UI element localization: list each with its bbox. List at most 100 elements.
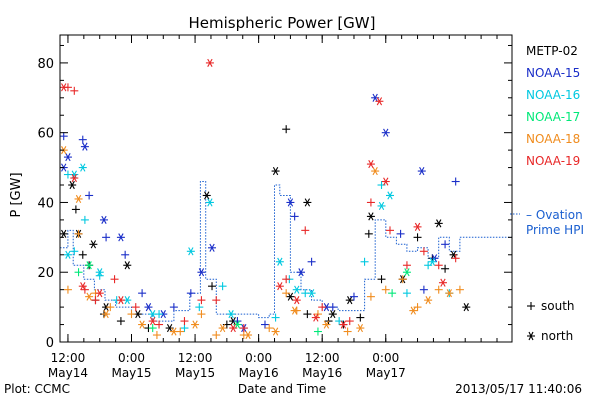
south-point [208,282,217,291]
north-point [366,160,375,169]
south-point [318,303,327,312]
north-point [303,198,312,207]
south-point [307,257,316,266]
north-point [68,180,77,190]
south-point [313,327,322,336]
north-point [307,289,316,298]
south-point [71,205,80,214]
legend: METP-02 NOAA-15 NOAA-16 NOAA-17 NOAA-18 NOAA-… [510,44,584,343]
south-point [106,303,115,312]
south-point [388,289,397,298]
north-point [381,128,390,137]
south-point [212,296,221,305]
south-point [343,327,352,336]
south-point [260,320,269,329]
south-point [85,191,94,200]
south-point [212,331,221,340]
south-point [366,198,375,207]
scatter-points [59,58,471,340]
north-point [89,240,98,249]
north-point [85,292,94,301]
south-point [441,264,450,273]
north-point [292,296,301,305]
south-point [455,285,464,294]
x-tick-label-time: 0:00 [118,351,145,365]
north-point [95,289,104,298]
south-point [110,275,119,284]
south-point [301,226,310,235]
south-point [364,229,373,238]
south-point [152,331,161,340]
x-axis-label: Date and Time [238,382,326,396]
y-tick-label: 80 [37,57,54,72]
x-tick-label-time: 12:00 [178,351,213,365]
south-point [116,317,125,326]
y-tick-label: 60 [37,127,54,142]
south-point [265,324,274,333]
north-point [311,313,320,322]
south-point [127,310,136,319]
legend-entry: NOAA-19 [526,154,580,168]
north-point [413,222,422,231]
x-tick-label-time: 12:00 [305,351,340,365]
north-point [85,261,94,270]
south-point [70,86,79,95]
south-point [271,313,280,322]
north-point [197,268,206,277]
south-point [441,240,450,249]
x-axis: 12:00May140:00May1512:00May150:00May1612… [48,35,498,380]
north-point [169,327,178,336]
marker-legend-entry: north [527,329,573,343]
north-point [218,323,227,333]
legend-ovation-line1: – Ovation [526,208,583,222]
north-point [191,320,200,329]
north-point [292,285,301,294]
north-point [102,310,111,319]
north-point [328,310,337,319]
south-point [451,177,460,186]
y-axis-label: P [GW] [9,172,24,217]
south-point [402,261,411,270]
north-point [275,282,284,291]
north-point [78,282,87,291]
north-point [290,306,299,315]
north-point [74,194,83,204]
north-point [148,310,157,319]
south-point [349,292,358,301]
south-point [396,229,405,238]
north-point [375,97,384,106]
south-point [402,289,411,298]
south-point [91,296,100,305]
south-point [80,215,89,224]
marker-legend-label: north [541,329,573,343]
y-tick-label: 0 [46,336,54,351]
south-point [282,289,291,298]
north-point [286,198,295,207]
north-point [275,257,284,266]
x-tick-label-date: May17 [366,366,406,380]
north-point [148,316,157,326]
south-point [360,257,369,266]
legend-entry: NOAA-18 [526,132,580,146]
south-point [282,275,291,284]
south-point [197,310,206,319]
marker-legend-entry: south [527,299,575,313]
plot-area-frame [59,34,513,343]
north-point [438,278,447,287]
south-point [121,250,130,259]
north-point [144,303,153,312]
north-point [59,83,68,92]
legend-ovation-line2: Prime HPI [526,223,584,237]
south-point [303,310,312,319]
north-point [449,250,458,259]
x-tick-label-date: May16 [239,366,279,380]
x-tick-label-time: 0:00 [372,351,399,365]
south-point [434,261,443,270]
south-point [419,285,428,294]
north-point [116,296,125,305]
south-point [239,324,248,333]
south-point [102,233,111,242]
x-tick-label-time: 0:00 [245,351,272,365]
x-tick-label-date: May16 [302,366,342,380]
south-point [59,132,68,141]
